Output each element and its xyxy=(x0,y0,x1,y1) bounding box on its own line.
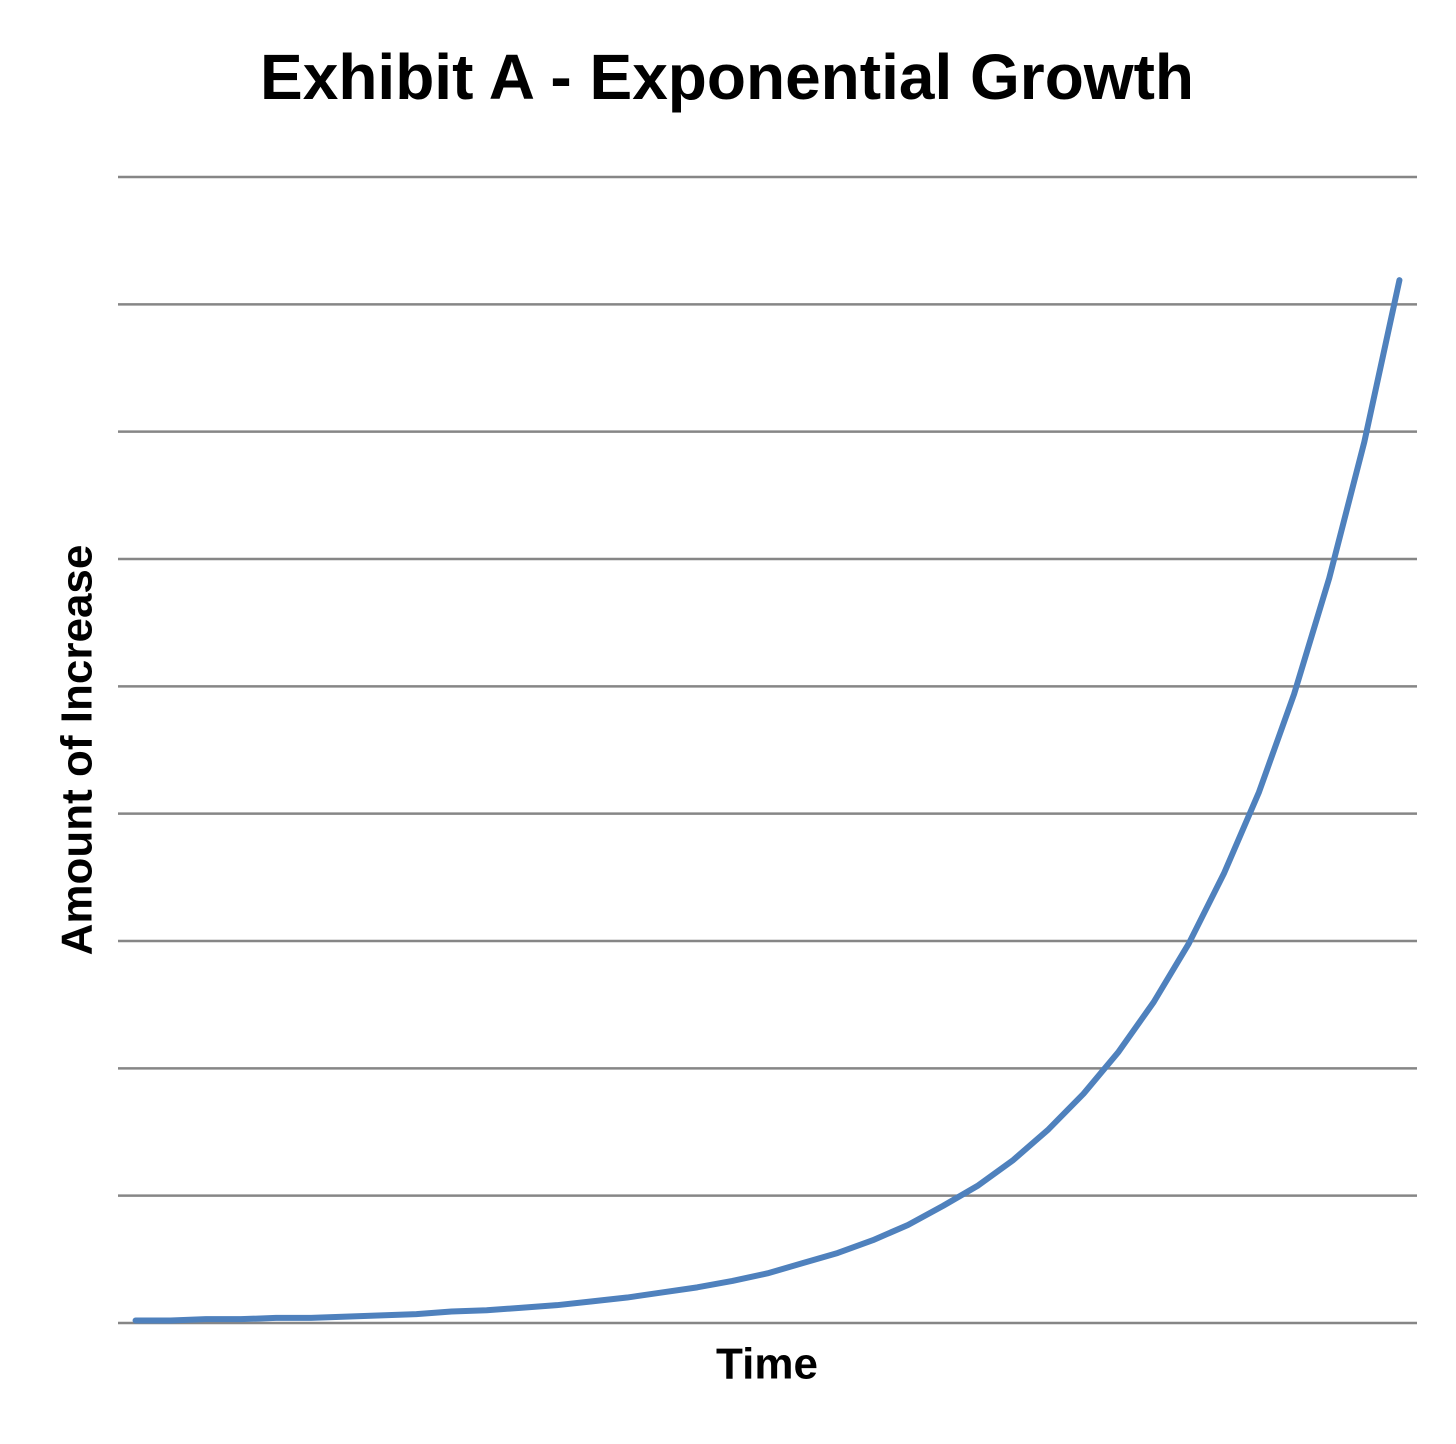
y-axis-label: Amount of Increase xyxy=(53,545,102,956)
data-line xyxy=(132,277,1403,1324)
x-axis-label: Time xyxy=(716,1340,818,1389)
chart-title: Exhibit A - Exponential Growth xyxy=(260,41,1194,113)
